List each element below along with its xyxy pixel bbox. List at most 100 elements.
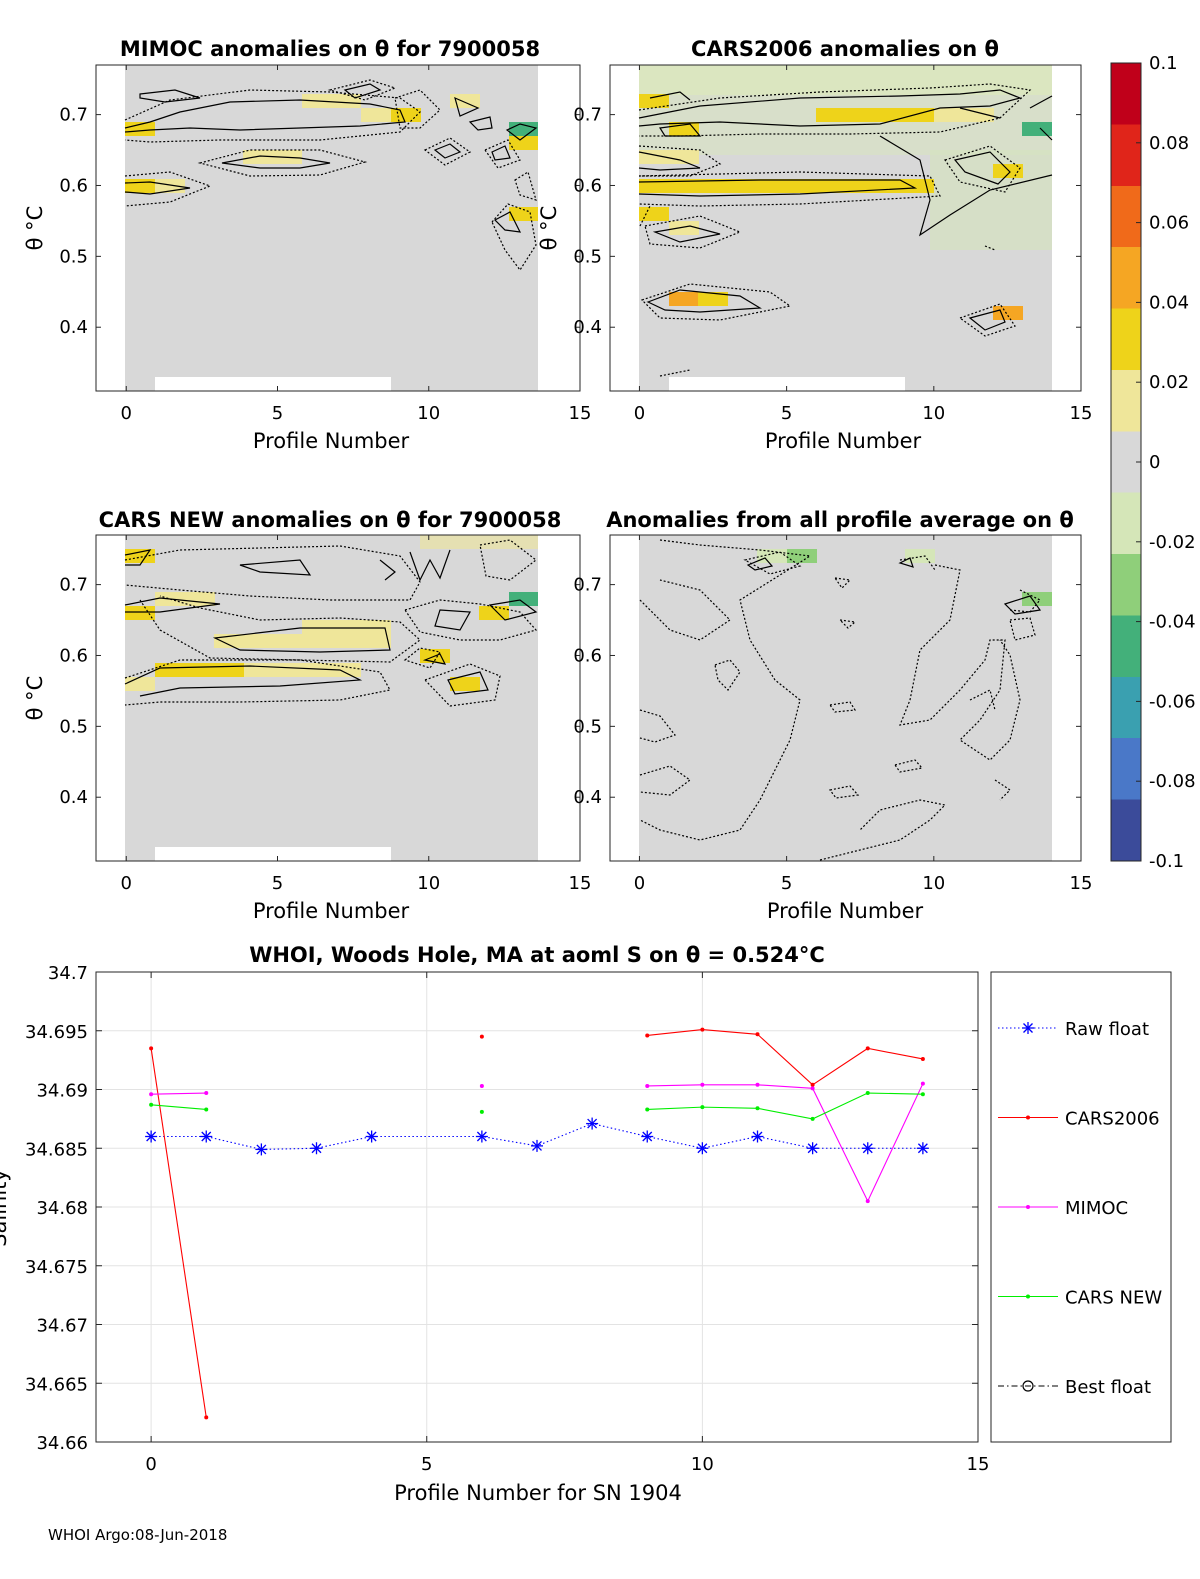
heatmap-cell: [993, 306, 1023, 320]
data-point: [204, 1107, 209, 1112]
colorbar-ticks: 0.1 0.08 0.06 0.04 0.02 0 -0.02 -0.04 -0.06 -0.08…: [1136, 53, 1196, 872]
contour-line: [639, 709, 676, 743]
y-tick-label: 0.7: [59, 575, 88, 596]
contour-line: [743, 551, 802, 575]
colorbar-tick-label: 0.02: [1149, 372, 1189, 393]
data-point: [645, 1083, 650, 1088]
heatmap-cell: [420, 535, 538, 549]
colorbar-tick-label: -0.08: [1149, 771, 1196, 792]
contour-lines-negative: [639, 539, 1041, 861]
contour-line: [197, 149, 368, 177]
contour-line: [124, 171, 212, 207]
contour-line: [124, 545, 421, 601]
data-point: [810, 1116, 815, 1121]
heatmap-cell: [1022, 122, 1052, 136]
heatmap-cell: [787, 549, 817, 563]
x-tick-label: 0: [121, 873, 132, 894]
missing-data-band: [669, 377, 905, 391]
panel-title: MIMOC anomalies on θ for 7900058: [120, 37, 540, 61]
heatmap-cell: [214, 634, 391, 648]
data-point: [696, 1142, 709, 1155]
legend-marker: [1026, 1115, 1030, 1120]
legend-label: MIMOC: [1065, 1198, 1128, 1219]
contour-lines: [638, 89, 1053, 331]
series-raw-float: [145, 1117, 929, 1156]
contour-line: [638, 171, 941, 207]
contour-line: [124, 99, 406, 133]
contour-line: [422, 653, 447, 665]
data-point: [700, 1082, 705, 1087]
contour-line: [221, 155, 331, 169]
data-point: [806, 1142, 819, 1155]
legend: Raw float CARS2006 MIMOC CARS NEW Best float: [990, 971, 1172, 1443]
contour-line: [343, 83, 382, 99]
contour-line: [899, 564, 1021, 761]
panel-carsnew: CARS NEW anomalies on θ for 7900058: [23, 508, 591, 923]
panel-title: CARS NEW anomalies on θ for 7900058: [99, 508, 562, 532]
y-tick-label: 34.665: [25, 1374, 88, 1395]
contour-line: [433, 143, 462, 159]
contour-line: [409, 549, 451, 582]
heatmap-area: [638, 65, 1053, 391]
colorbar-tick-label: 0.04: [1149, 292, 1189, 313]
data-point: [586, 1117, 599, 1130]
y-tick-label: 0.4: [573, 317, 602, 338]
contour-lines-negative: [638, 83, 1032, 377]
heatmap-background: [125, 535, 538, 861]
y-axis-label: Salinity: [0, 1169, 11, 1247]
contour-line: [828, 785, 860, 799]
x-tick-label: 10: [417, 873, 440, 894]
colorbar-tick-label: -0.02: [1149, 532, 1196, 553]
heatmap-background: [639, 535, 1052, 861]
contour-line: [1009, 617, 1036, 641]
data-point: [865, 1091, 870, 1096]
x-tick-label: 10: [922, 403, 945, 424]
contour-line: [638, 145, 722, 177]
contour-line: [819, 799, 947, 861]
heatmap-cell: [125, 606, 155, 620]
data-point: [865, 1199, 870, 1204]
heatmap-cell: [155, 663, 244, 677]
contour-line: [746, 557, 774, 571]
contour-line: [239, 559, 312, 576]
contour-lines-negative: [124, 79, 537, 272]
series-layer: [145, 1027, 929, 1420]
contour-line: [638, 89, 1022, 127]
contour-line: [124, 659, 391, 706]
data-point: [861, 1142, 874, 1155]
y-tick-label: 0.6: [573, 645, 602, 666]
y-tick-label: 34.67: [36, 1316, 88, 1337]
contour-line: [649, 91, 691, 101]
y-tick-label: 0.7: [573, 575, 602, 596]
y-tick-label: 34.66: [36, 1433, 88, 1454]
data-point: [700, 1027, 705, 1032]
x-axis-label: Profile Number: [253, 429, 410, 453]
heatmap-cell: [1022, 592, 1052, 606]
legend-label: Raw float: [1065, 1019, 1149, 1040]
y-tick-label: 0.7: [573, 105, 602, 126]
legend-entry: CARS2006: [998, 1109, 1160, 1130]
data-point: [916, 1142, 929, 1155]
x-tick-label: 5: [272, 873, 283, 894]
series-cars-new: [149, 1091, 925, 1121]
data-point: [255, 1143, 268, 1156]
contour-line: [491, 145, 511, 161]
y-tick-label: 34.68: [36, 1198, 88, 1219]
data-point: [145, 1130, 158, 1143]
contour-line: [644, 215, 742, 249]
contour-line: [124, 549, 152, 566]
data-point: [204, 1091, 209, 1096]
heatmap-cell: [639, 207, 669, 221]
panel-title: CARS2006 anomalies on θ: [691, 37, 999, 61]
heatmap-cell: [450, 94, 480, 108]
contour-line: [403, 647, 441, 669]
y-tick-label: 0.5: [573, 716, 602, 737]
y-tick-label: 0.6: [573, 175, 602, 196]
contour-line: [491, 203, 537, 272]
y-axis-label: θ °C: [537, 206, 561, 251]
data-point: [149, 1046, 154, 1051]
contour-line: [639, 205, 996, 377]
heatmap-cell: [125, 179, 155, 193]
x-tick-label: 0: [145, 1454, 156, 1475]
y-tick-label: 34.695: [25, 1022, 88, 1043]
